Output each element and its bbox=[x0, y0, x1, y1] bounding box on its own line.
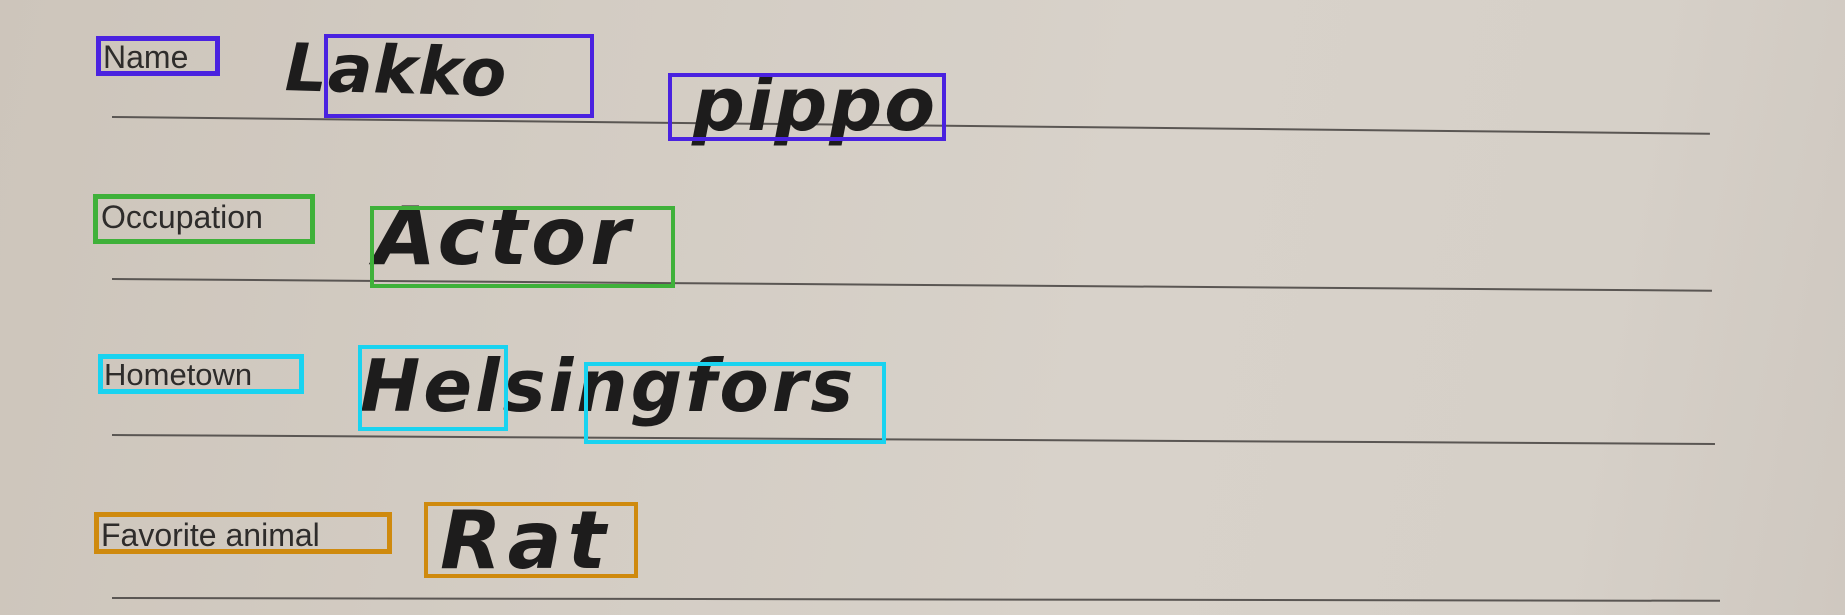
favorite-animal-word-box bbox=[424, 502, 638, 578]
hometown-word-box-1 bbox=[358, 345, 508, 431]
favorite-animal-label-box bbox=[94, 512, 392, 554]
occupation-label-box bbox=[93, 194, 315, 244]
favorite-animal-label: Favorite animal bbox=[101, 517, 320, 553]
name-label: Name bbox=[103, 39, 189, 75]
handwritten-occupation: Actor bbox=[374, 190, 634, 283]
favorite-animal-rule bbox=[111, 597, 1720, 602]
occupation-rule bbox=[111, 278, 1712, 292]
occupation-word-box bbox=[370, 206, 675, 288]
handwritten-favorite-animal: Rat bbox=[440, 494, 612, 587]
handwritten-hometown: Helsingfors bbox=[360, 344, 857, 428]
name-word-box-2 bbox=[668, 73, 946, 141]
hometown-label: Hometown bbox=[104, 357, 253, 392]
name-word-box-1 bbox=[324, 34, 594, 118]
occupation-label: Occupation bbox=[101, 199, 263, 235]
hometown-rule bbox=[111, 434, 1715, 445]
hometown-label-box bbox=[98, 354, 304, 394]
name-label-box bbox=[96, 36, 220, 76]
hometown-word-box-2 bbox=[584, 362, 886, 444]
